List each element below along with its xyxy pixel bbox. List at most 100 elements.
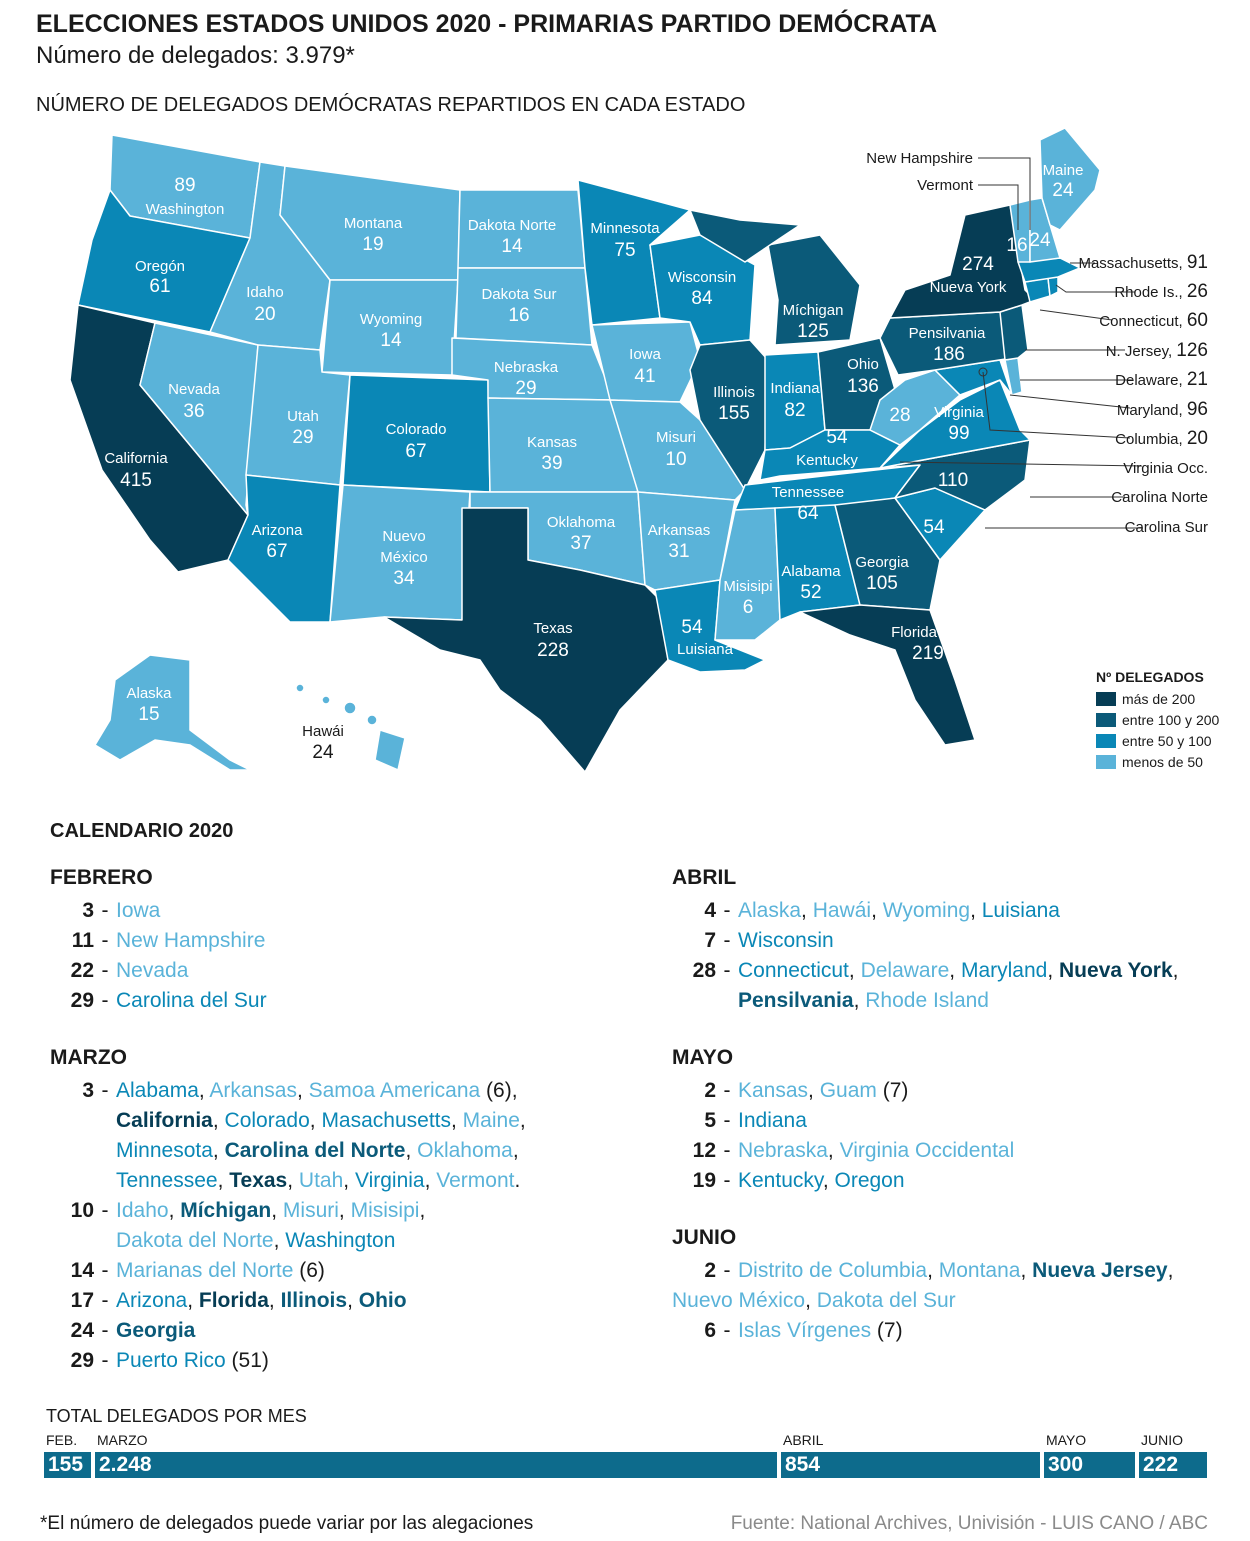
- calendar-entry: 10- Idaho, Míchigan, Misuri, Misisipi,: [50, 1196, 610, 1226]
- label-georgia-name: Georgia: [855, 554, 909, 571]
- calendar-dash: -: [723, 1139, 731, 1162]
- calendar-state: Nueva York: [1059, 959, 1173, 982]
- calendar-state: Dakota del Sur: [816, 1289, 956, 1312]
- calendar-states: Puerto Rico (51): [116, 1346, 610, 1376]
- calendar-entry: 19- Kentucky, Oregon: [672, 1166, 1232, 1196]
- label-south-carolina-num: 54: [923, 517, 945, 538]
- calendar-separator: ,: [451, 1109, 463, 1132]
- state-labels: 89 Washington Oregón 61 California 415 N…: [104, 162, 1083, 763]
- calendar-separator: ,: [519, 1109, 526, 1132]
- calendar-states: Carolina del Sur: [116, 986, 610, 1016]
- footnote: *El número de delegados puede variar por…: [40, 1513, 534, 1534]
- calendar-separator: ,: [271, 1199, 283, 1222]
- calendar-state: Texas: [229, 1169, 288, 1192]
- calendar-state: Pensilvania: [738, 989, 854, 1012]
- label-montana-num: 19: [362, 234, 383, 255]
- calendar-entry: 14- Marianas del Norte (6): [50, 1256, 610, 1286]
- calendar-column-left: FEBRERO 3- Iowa 11- New Hampshire 22- Nevada 29…: [50, 866, 610, 1376]
- calendar-states: Minnesota, Carolina del Norte, Oklahoma,: [116, 1136, 610, 1166]
- callout-rhode-island: Rhode Is., 26: [1114, 281, 1208, 302]
- label-idaho-name: Idaho: [246, 284, 284, 301]
- legend-label-4: menos de 50: [1122, 754, 1203, 770]
- label-north-dakota-num: 14: [501, 236, 523, 257]
- calendar-day: 11: [71, 929, 94, 952]
- calendar-state: Carolina del Norte: [224, 1139, 406, 1162]
- label-illinois-name: Illinois: [713, 384, 755, 401]
- calendar-separator: ,: [287, 1169, 299, 1192]
- calendar-separator: ,: [168, 1199, 181, 1222]
- calendar-state: Tennessee: [116, 1169, 218, 1192]
- calendar-separator: ,: [1047, 959, 1060, 982]
- calendar-state: Guam: [819, 1079, 877, 1102]
- calendar-separator: ,: [927, 1259, 939, 1282]
- calendar-dash: [94, 1226, 116, 1256]
- page-title: ELECCIONES ESTADOS UNIDOS 2020 - PRIMARI…: [36, 10, 938, 38]
- label-indiana-num: 82: [784, 400, 805, 421]
- calendar-states: New Hampshire: [116, 926, 610, 956]
- calendar-state: Míchigan: [180, 1199, 272, 1222]
- map-title: NÚMERO DE DELEGADOS DEMÓCRATAS REPARTIDO…: [36, 94, 746, 116]
- label-colorado-name: Colorado: [386, 421, 447, 438]
- calendar-separator: (6): [293, 1259, 325, 1282]
- callout-maryland: Maryland, 96: [1117, 399, 1208, 420]
- label-oregon-name: Oregón: [135, 258, 185, 275]
- label-wisconsin-num: 84: [691, 288, 713, 309]
- total-month-bar: 222: [1139, 1452, 1207, 1478]
- legend-swatch-1: [1096, 692, 1116, 706]
- calendar-dash: -: [723, 1169, 731, 1192]
- total-month-label: MARZO: [97, 1432, 148, 1448]
- calendar-dash: [716, 986, 738, 1016]
- state-rhode-island: [1047, 276, 1059, 297]
- calendar-states: Wisconsin: [738, 926, 1232, 956]
- state-hawaii: [295, 683, 406, 771]
- label-california-num: 415: [120, 470, 152, 491]
- calendar-entry: 29- Carolina del Sur: [50, 986, 610, 1016]
- callout-lines: [899, 157, 1143, 529]
- calendar-entry: 2- Distrito de Columbia, Montana, Nueva J…: [672, 1256, 1232, 1286]
- label-hawaii-name: Hawái: [302, 723, 344, 740]
- calendar-separator: ,: [853, 989, 866, 1012]
- label-arkansas-name: Arkansas: [648, 522, 711, 539]
- calendar-separator: ,: [273, 1229, 286, 1252]
- calendar-dash: -: [101, 929, 109, 952]
- legend-title: Nº DELEGADOS: [1096, 669, 1204, 685]
- calendar-state: Masachusetts: [321, 1109, 451, 1132]
- calendar-day: 29: [70, 989, 94, 1012]
- month-heading: JUNIO: [672, 1226, 737, 1249]
- label-maine-num: 24: [1052, 180, 1074, 201]
- label-south-dakota-name: Dakota Sur: [481, 286, 556, 303]
- calendar-entry: 4- Alaska, Hawái, Wyoming, Luisiana: [672, 896, 1232, 926]
- state-michigan-up: [689, 209, 801, 263]
- label-ohio-num: 136: [847, 376, 879, 397]
- calendar-entry: 24- Georgia: [50, 1316, 610, 1346]
- month-heading: MAYO: [672, 1046, 734, 1069]
- calendar-dash: [94, 1136, 116, 1166]
- legend-swatch-3: [1096, 734, 1116, 748]
- label-wyoming-num: 14: [380, 330, 402, 351]
- callout-labels: New Hampshire Vermont Massachusetts, 91 …: [866, 150, 1208, 536]
- calendar-separator: ,: [212, 1109, 225, 1132]
- label-texas-name: Texas: [533, 620, 572, 637]
- calendar-entry: Pensilvania, Rhode Island: [672, 986, 1232, 1016]
- callout-west-virginia: Virginia Occ.: [1123, 460, 1208, 477]
- calendar-day: 12: [692, 1139, 716, 1162]
- calendar-state: Nuevo México: [672, 1289, 806, 1312]
- label-arkansas-num: 31: [668, 541, 689, 562]
- state-alaska: [94, 654, 251, 771]
- calendar-entry: 11- New Hampshire: [50, 926, 610, 956]
- calendar-separator: (51): [225, 1349, 269, 1372]
- calendar-day: 10: [70, 1199, 94, 1222]
- calendar-entry: California, Colorado, Masachusetts, Main…: [50, 1106, 610, 1136]
- label-west-virginia-num: 28: [889, 405, 910, 426]
- calendar-dash: -: [723, 1109, 731, 1132]
- calendar-state: Luisiana: [981, 899, 1060, 922]
- callout-delaware: Delaware, 21: [1115, 369, 1208, 390]
- label-michigan-num: 125: [797, 321, 829, 342]
- legend-label-2: entre 100 y 200: [1122, 712, 1220, 728]
- calendar-state: Georgia: [116, 1319, 196, 1342]
- total-month-label: ABRIL: [783, 1432, 824, 1448]
- total-month-bar: 155: [44, 1452, 91, 1478]
- calendar-day: 7: [704, 929, 716, 952]
- label-kentucky-num: 54: [826, 427, 848, 448]
- calendar-state: Wisconsin: [738, 929, 834, 952]
